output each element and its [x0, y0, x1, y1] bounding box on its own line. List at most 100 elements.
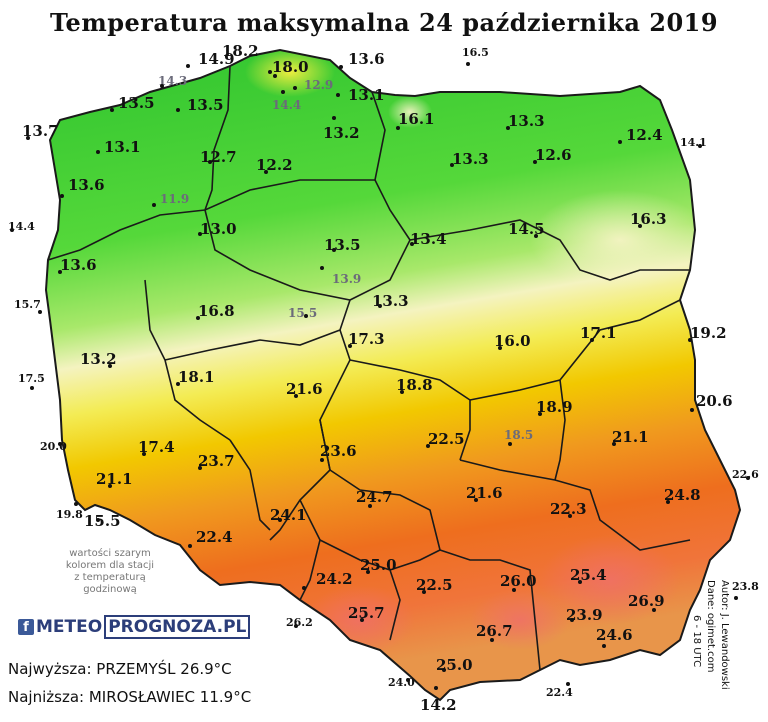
station-marker — [74, 502, 78, 506]
station-marker — [652, 608, 656, 612]
facebook-icon[interactable]: f — [18, 619, 34, 635]
station-value: 13.6 — [68, 176, 105, 194]
station-marker — [366, 570, 370, 574]
station-value: 12.4 — [626, 126, 663, 144]
station-marker — [320, 458, 324, 462]
station-marker — [339, 65, 343, 69]
station-value: 14.5 — [508, 220, 545, 238]
station-value: 18.1 — [178, 368, 215, 386]
station-marker — [186, 64, 190, 68]
station-value: 24.6 — [596, 626, 633, 644]
station-value: 22.5 — [428, 430, 465, 448]
station-value: 26.7 — [476, 622, 513, 640]
station-marker — [294, 624, 298, 628]
station-value: 16.8 — [198, 302, 235, 320]
station-value: 16.0 — [494, 332, 531, 350]
station-marker — [304, 314, 308, 318]
credits-author: Autor: J. Lewandowski — [719, 580, 730, 690]
station-marker — [734, 596, 738, 600]
station-value: 24.0 — [388, 676, 415, 689]
station-marker — [294, 394, 298, 398]
station-marker — [10, 228, 14, 232]
station-value: 25.0 — [436, 656, 473, 674]
logo-part-2: PROGNOZA.PL — [104, 615, 251, 639]
station-marker — [176, 108, 180, 112]
station-value: 19.2 — [690, 324, 727, 342]
station-marker — [142, 452, 146, 456]
station-marker — [434, 686, 438, 690]
station-marker — [533, 160, 537, 164]
station-value: 26.0 — [500, 572, 537, 590]
station-value: 13.2 — [323, 124, 360, 142]
station-value: 13.5 — [324, 236, 361, 254]
station-value: 13.5 — [118, 94, 155, 112]
station-value: 22.5 — [416, 576, 453, 594]
station-value: 18.0 — [272, 58, 309, 76]
station-marker — [474, 498, 478, 502]
station-marker — [410, 242, 414, 246]
meteoprognoza-logo[interactable]: f METEO PROGNOZA.PL — [18, 614, 251, 640]
station-value: 17.1 — [580, 324, 617, 342]
station-marker — [746, 476, 750, 480]
station-marker — [406, 678, 410, 682]
station-value: 14.1 — [680, 136, 707, 149]
station-marker — [26, 136, 30, 140]
station-marker — [570, 618, 574, 622]
station-value: 14.4 — [8, 220, 35, 233]
station-value: 16.3 — [630, 210, 667, 228]
station-marker — [320, 266, 324, 270]
station-value: 17.3 — [348, 330, 385, 348]
station-value: 23.6 — [320, 442, 357, 460]
station-marker — [698, 144, 702, 148]
station-marker — [348, 344, 352, 348]
station-marker — [538, 412, 542, 416]
station-marker — [688, 338, 692, 342]
station-value: 24.2 — [316, 570, 353, 588]
station-value: 18.9 — [536, 398, 573, 416]
station-value: 19.8 — [56, 508, 83, 521]
station-marker — [508, 442, 512, 446]
station-marker — [590, 338, 594, 342]
station-value: 12.9 — [304, 78, 334, 92]
voivodeship-borders — [47, 65, 691, 671]
station-value: 18.2 — [222, 42, 259, 60]
station-value: 21.1 — [96, 470, 133, 488]
gray-values-note: wartości szarym kolorem dla stacji z tem… — [50, 548, 170, 596]
credits-hours: 6 - 18 UTC — [691, 615, 702, 668]
station-marker — [208, 160, 212, 164]
highest-temperature: Najwyższa: PRZEMYŚL 26.9°C — [8, 660, 232, 678]
station-marker — [110, 108, 114, 112]
station-value: 21.1 — [612, 428, 649, 446]
station-value: 15.5 — [288, 306, 318, 320]
station-marker — [378, 304, 382, 308]
station-marker — [160, 84, 164, 88]
station-value: 22.6 — [732, 468, 759, 481]
station-marker — [96, 518, 100, 522]
station-marker — [638, 224, 642, 228]
station-value: 23.9 — [566, 606, 603, 624]
station-value: 24.1 — [270, 506, 307, 524]
station-value: 18.5 — [504, 428, 534, 442]
note-line: kolorem dla stacji — [65, 560, 155, 571]
station-marker — [96, 150, 100, 154]
station-marker — [281, 90, 285, 94]
station-marker — [534, 234, 538, 238]
station-value: 13.1 — [348, 86, 385, 104]
station-value: 22.3 — [550, 500, 587, 518]
station-marker — [360, 618, 364, 622]
station-value: 14.3 — [158, 74, 188, 88]
station-value: 13.2 — [80, 350, 117, 368]
credits-data: Dane: ogimet.com — [705, 580, 716, 673]
station-marker — [268, 70, 272, 74]
station-value: 23.7 — [198, 452, 235, 470]
station-marker — [336, 93, 340, 97]
station-marker — [278, 518, 282, 522]
station-marker — [198, 466, 202, 470]
station-value: 22.4 — [546, 686, 573, 699]
note-line: z temperaturą — [74, 572, 146, 583]
station-value: 14.2 — [420, 696, 457, 714]
station-value: 12.7 — [200, 148, 237, 166]
station-marker — [512, 588, 516, 592]
station-marker — [264, 170, 268, 174]
station-value: 13.6 — [60, 256, 97, 274]
